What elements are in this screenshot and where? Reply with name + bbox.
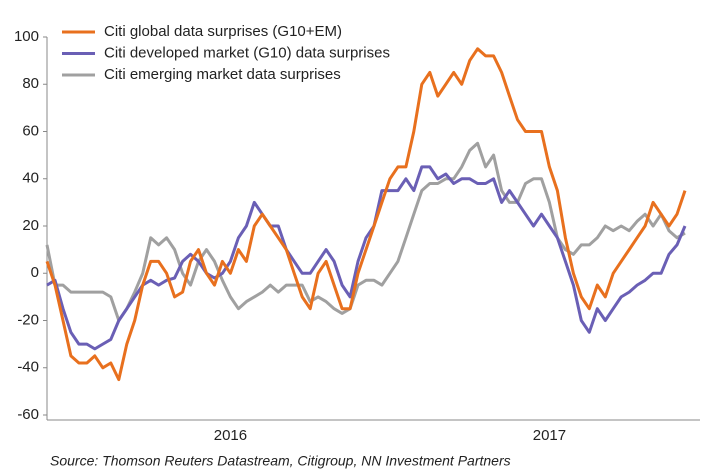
x-tick-label: 2016 <box>214 427 247 444</box>
series-line <box>45 141 686 322</box>
legend-label: Citi emerging market data surprises <box>104 66 341 83</box>
y-tick-label: -20 <box>17 311 39 328</box>
y-tick-label: 0 <box>31 264 39 281</box>
y-tick-label: -40 <box>17 359 39 376</box>
legend-label: Citi developed market (G10) data surpris… <box>104 44 390 61</box>
y-tick-label: 80 <box>22 75 39 92</box>
y-tick-label: -60 <box>17 406 39 423</box>
x-tick-label: 2017 <box>533 427 566 444</box>
y-tick-label: 60 <box>22 122 39 139</box>
series-line <box>45 47 687 382</box>
legend-label: Citi global data surprises (G10+EM) <box>104 23 342 40</box>
y-tick-label: 40 <box>22 170 39 187</box>
y-tick-label: 20 <box>22 217 39 234</box>
source-note: Source: Thomson Reuters Datastream, Citi… <box>50 453 511 469</box>
series-line <box>46 165 687 351</box>
y-tick-label: 100 <box>14 28 39 45</box>
